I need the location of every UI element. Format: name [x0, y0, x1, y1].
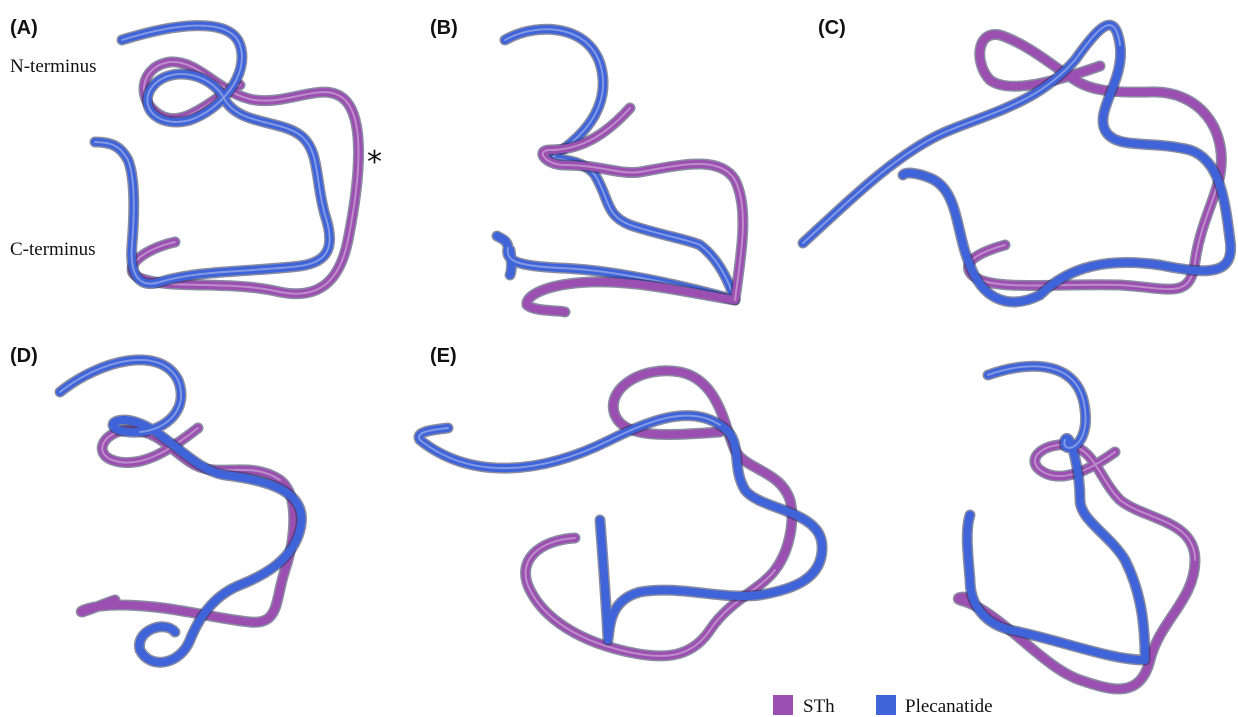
panel-label-c: (C)	[818, 17, 846, 39]
sth-strand-e-left	[520, 365, 798, 662]
plecanatide-strand-e-left	[413, 410, 828, 646]
structure-d	[54, 354, 307, 668]
legend-item-sth: STh	[773, 695, 835, 717]
plecanatide-strand-e-right	[961, 360, 1151, 666]
legend: STh Plecanatide	[773, 695, 993, 717]
plecanatide-strand-a	[89, 20, 336, 290]
plecanatide-strand-d	[54, 354, 307, 668]
plecanatide-strand-b	[491, 23, 741, 306]
legend-swatch-sth	[773, 695, 793, 715]
panel-label-d: (D)	[10, 345, 38, 367]
structure-b	[491, 23, 749, 318]
c-terminus-label: C-terminus	[10, 239, 96, 260]
panel-label-b: (B)	[430, 17, 458, 39]
panel-label-a: (A)	[10, 17, 38, 39]
sth-strand-b	[521, 102, 749, 318]
structure-e-right	[952, 360, 1201, 695]
structure-c	[797, 19, 1237, 308]
n-terminus-label: N-terminus	[10, 56, 97, 77]
sth-strand-c	[963, 29, 1227, 295]
legend-item-plecanatide: Plecanatide	[876, 695, 993, 717]
plecanatide-strand-c	[797, 19, 1237, 308]
structure-a	[89, 20, 364, 300]
legend-label-plecanatide: Plecanatide	[905, 696, 993, 717]
asterisk-marker: *	[367, 145, 382, 180]
legend-label-sth: STh	[803, 696, 835, 717]
structure-e-left	[413, 365, 828, 662]
panel-label-e: (E)	[430, 345, 457, 367]
legend-swatch-plecanatide	[876, 695, 896, 715]
